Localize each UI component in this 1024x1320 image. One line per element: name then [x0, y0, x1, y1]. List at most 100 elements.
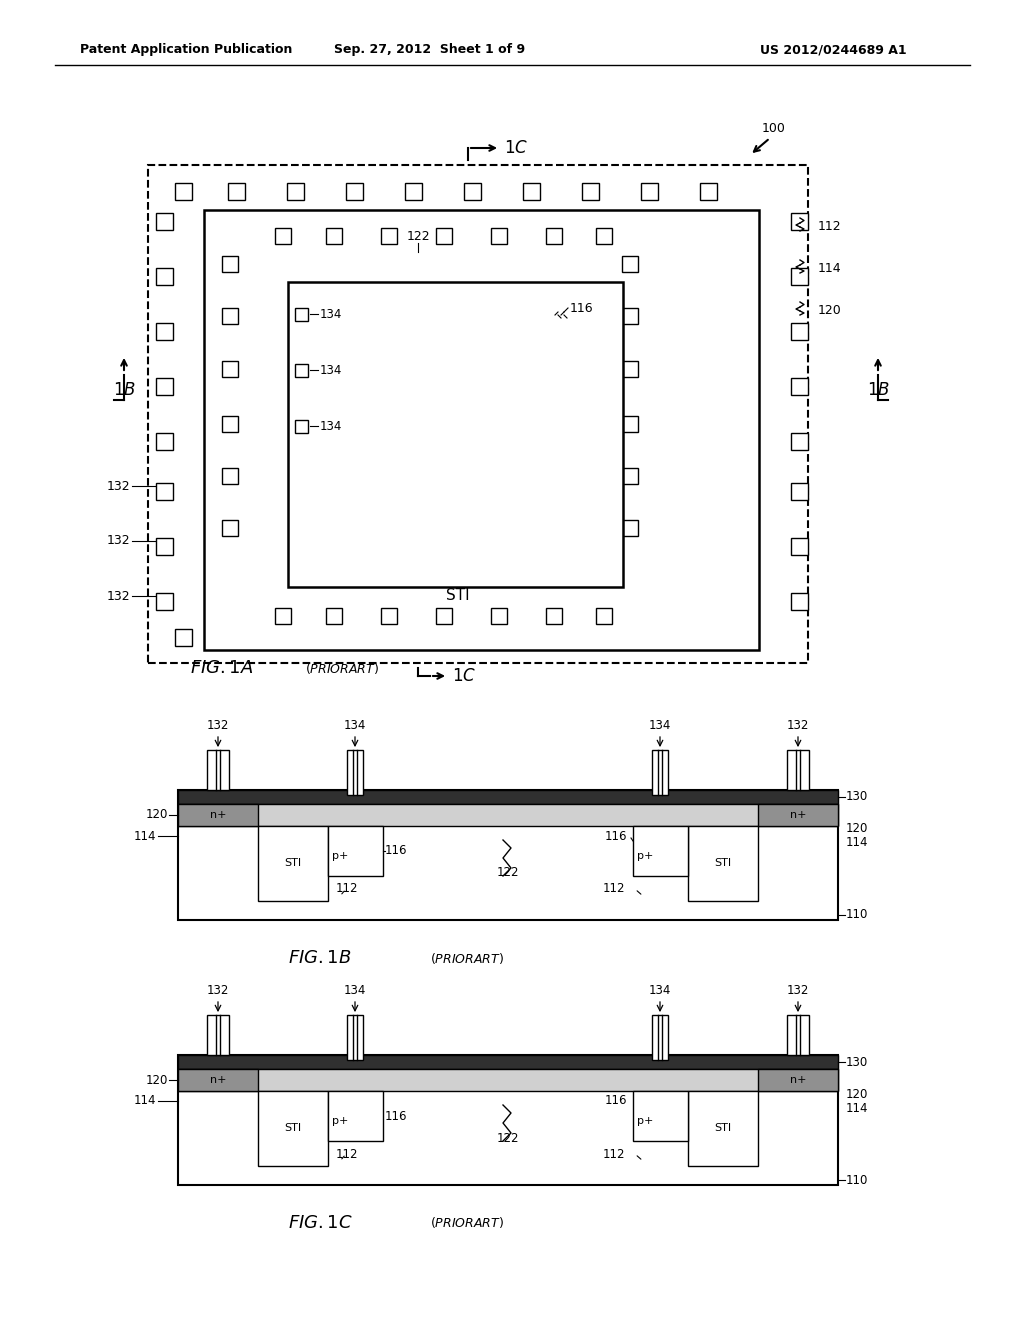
Text: $\it{1B}$: $\it{1B}$: [113, 381, 135, 399]
Bar: [622, 520, 638, 536]
Bar: [148, 165, 808, 663]
Text: 134: 134: [319, 308, 342, 321]
Bar: [178, 1069, 258, 1092]
Bar: [275, 609, 291, 624]
Bar: [346, 183, 362, 201]
Text: 116: 116: [605, 829, 628, 842]
Bar: [436, 228, 452, 244]
Bar: [641, 183, 658, 201]
Bar: [622, 469, 638, 484]
Text: 112: 112: [818, 219, 842, 232]
Text: STI: STI: [715, 858, 731, 869]
Bar: [178, 789, 838, 920]
Text: $\it{FIG. 1A}$: $\it{FIG. 1A}$: [190, 659, 253, 677]
Bar: [490, 609, 507, 624]
Bar: [523, 630, 540, 645]
Text: STI: STI: [446, 587, 470, 602]
Bar: [156, 378, 173, 395]
Bar: [178, 1055, 838, 1185]
Text: 120: 120: [818, 304, 842, 317]
Text: 134: 134: [649, 983, 671, 997]
Bar: [464, 183, 481, 201]
Bar: [295, 420, 308, 433]
Bar: [178, 804, 838, 826]
Bar: [156, 323, 173, 341]
Text: Sep. 27, 2012  Sheet 1 of 9: Sep. 27, 2012 Sheet 1 of 9: [335, 44, 525, 57]
Bar: [222, 256, 238, 272]
Bar: [582, 183, 599, 201]
Text: 114: 114: [133, 829, 156, 842]
Bar: [326, 609, 342, 624]
Text: 122: 122: [407, 231, 430, 243]
Bar: [347, 750, 362, 795]
Bar: [700, 630, 717, 645]
Text: 134: 134: [319, 420, 342, 433]
Text: p+: p+: [637, 851, 653, 861]
Text: 112: 112: [603, 883, 626, 895]
Bar: [178, 804, 258, 826]
Text: 134: 134: [649, 719, 671, 733]
Text: US 2012/0244689 A1: US 2012/0244689 A1: [760, 44, 906, 57]
Text: 120: 120: [145, 808, 168, 821]
Bar: [222, 308, 238, 323]
Bar: [652, 1015, 668, 1060]
Text: 130: 130: [846, 791, 868, 804]
Bar: [175, 183, 193, 201]
Bar: [406, 630, 422, 645]
Bar: [791, 433, 808, 450]
Bar: [791, 323, 808, 341]
Bar: [688, 826, 758, 902]
Text: 114: 114: [818, 261, 842, 275]
Text: 132: 132: [786, 719, 809, 733]
Bar: [523, 183, 540, 201]
Bar: [258, 1092, 328, 1166]
Bar: [207, 750, 229, 789]
Bar: [633, 1092, 688, 1140]
Bar: [156, 268, 173, 285]
Text: STI: STI: [715, 1123, 731, 1133]
Text: $\it{FIG. 1C}$: $\it{FIG. 1C}$: [288, 1214, 352, 1232]
Text: $\it{(PRIOR ART)}$: $\it{(PRIOR ART)}$: [430, 1216, 504, 1230]
Bar: [346, 630, 362, 645]
Bar: [328, 1092, 383, 1140]
Text: Patent Application Publication: Patent Application Publication: [80, 44, 293, 57]
Text: 116: 116: [385, 1110, 408, 1122]
Text: $\it{FIG. 1B}$: $\it{FIG. 1B}$: [288, 949, 352, 968]
Bar: [791, 483, 808, 500]
Text: 116: 116: [385, 845, 408, 858]
Bar: [622, 360, 638, 378]
Bar: [596, 228, 612, 244]
Bar: [758, 1069, 838, 1092]
Bar: [178, 1055, 838, 1069]
Text: $\it{(PRIOR ART)}$: $\it{(PRIOR ART)}$: [305, 660, 379, 676]
Bar: [228, 630, 245, 645]
Bar: [791, 593, 808, 610]
Text: STI: STI: [285, 1123, 301, 1133]
Bar: [295, 364, 308, 378]
Bar: [633, 826, 688, 876]
Text: p+: p+: [332, 1115, 348, 1126]
Bar: [275, 228, 291, 244]
Bar: [652, 750, 668, 795]
Text: 110: 110: [846, 1173, 868, 1187]
Bar: [622, 308, 638, 323]
Text: 120: 120: [846, 1088, 868, 1101]
Text: 122: 122: [497, 1131, 519, 1144]
Bar: [156, 593, 173, 610]
Bar: [295, 308, 308, 321]
Bar: [175, 630, 193, 645]
Bar: [490, 228, 507, 244]
Bar: [222, 416, 238, 432]
Bar: [288, 282, 623, 587]
Text: p+: p+: [637, 1115, 653, 1126]
Text: 110: 110: [846, 908, 868, 921]
Text: 114: 114: [846, 1101, 868, 1114]
Bar: [222, 520, 238, 536]
Text: n+: n+: [210, 1074, 226, 1085]
Text: 134: 134: [344, 983, 367, 997]
Bar: [328, 826, 383, 876]
Bar: [791, 213, 808, 230]
Text: n+: n+: [210, 810, 226, 820]
Bar: [582, 630, 599, 645]
Text: 132: 132: [207, 719, 229, 733]
